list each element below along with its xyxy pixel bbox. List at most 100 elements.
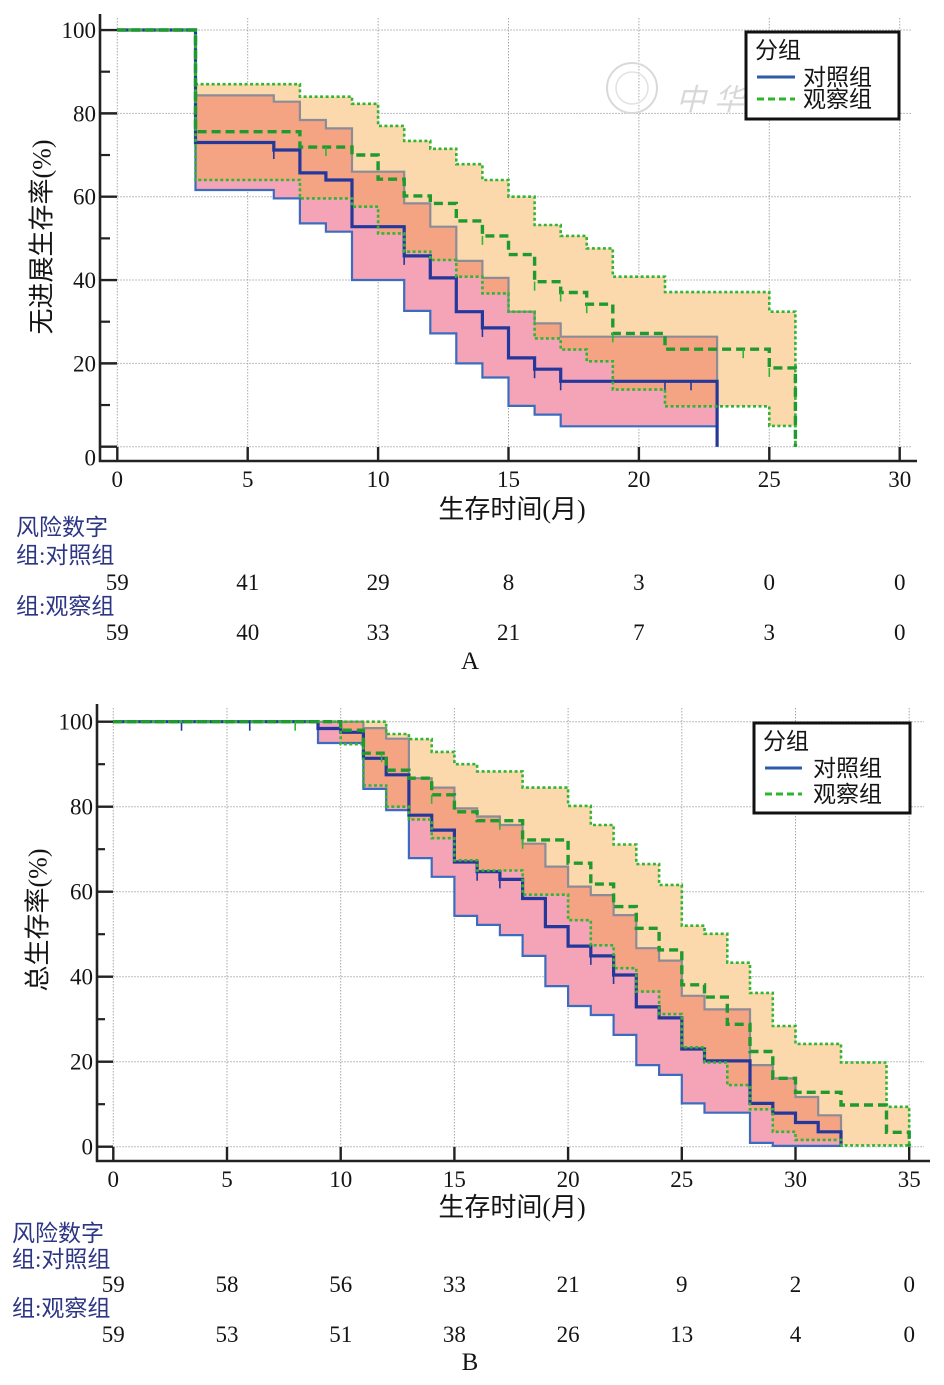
axes xyxy=(95,704,930,1163)
risk-counts: 59 58 56 33 21 9 2 0 59 53 51 38 26 13 4 0 xyxy=(102,1272,915,1347)
x-tick-label: 30 xyxy=(888,467,911,492)
risk-row-label-observation: 组:观察组 xyxy=(12,1296,110,1321)
risk-count: 59 xyxy=(106,620,129,645)
observation-lower-ci-line xyxy=(117,28,797,447)
risk-count: 59 xyxy=(102,1322,125,1347)
risk-row-label-observation: 组:观察组 xyxy=(16,594,114,619)
risk-count: 33 xyxy=(367,620,390,645)
risk-counts: 59 41 29 8 3 0 0 59 40 33 21 7 3 0 xyxy=(106,570,906,645)
y-tick-label: 100 xyxy=(62,18,97,43)
x-tick-label: 30 xyxy=(784,1167,807,1192)
risk-count: 21 xyxy=(497,620,520,645)
risk-count: 9 xyxy=(676,1272,688,1297)
survival-lines xyxy=(117,28,798,447)
legend-entry-observation: 观察组 xyxy=(813,782,882,807)
risk-count: 41 xyxy=(236,570,259,595)
risk-count: 33 xyxy=(443,1272,466,1297)
risk-count: 3 xyxy=(764,620,776,645)
survival-lines xyxy=(113,720,911,1148)
y-tick-label: 40 xyxy=(70,965,93,990)
risk-count: 0 xyxy=(894,570,906,595)
legend-entry-control: 对照组 xyxy=(813,756,882,781)
risk-count: 2 xyxy=(790,1272,802,1297)
observation-lower-ci-line xyxy=(113,720,911,1147)
risk-count: 59 xyxy=(106,570,129,595)
risk-count: 21 xyxy=(557,1272,580,1297)
y-tick-label: 20 xyxy=(73,351,96,376)
axes xyxy=(98,14,917,463)
risk-count: 58 xyxy=(216,1272,239,1297)
legend-entry-control: 对照组 xyxy=(803,65,872,90)
y-tick-label: 0 xyxy=(82,1135,94,1160)
y-tick-label: 60 xyxy=(70,880,93,905)
x-tick-label: 25 xyxy=(670,1167,693,1192)
risk-row-label-control: 组:对照组 xyxy=(16,543,114,568)
x-tick-label: 10 xyxy=(367,467,390,492)
risk-count: 26 xyxy=(557,1322,580,1347)
risk-count: 29 xyxy=(367,570,390,595)
risk-table: 风险数字 组:对照组 组:观察组 59 58 56 33 21 9 2 0 59 53 51 38 26… xyxy=(12,1221,915,1347)
x-tick-label: 0 xyxy=(112,467,124,492)
risk-table-title: 风险数字 xyxy=(12,1221,104,1246)
y-tick-label: 60 xyxy=(73,185,96,210)
x-tick-label: 20 xyxy=(627,467,650,492)
x-tick-label: 35 xyxy=(898,1167,921,1192)
y-tick-label: 20 xyxy=(70,1050,93,1075)
x-tick-label: 25 xyxy=(758,467,781,492)
risk-count: 13 xyxy=(670,1322,693,1347)
control-survival-line xyxy=(113,720,843,1147)
risk-count: 0 xyxy=(894,620,906,645)
risk-count: 56 xyxy=(329,1272,352,1297)
risk-count: 59 xyxy=(102,1272,125,1297)
legend: 分组 对照组 观察组 xyxy=(752,721,912,815)
risk-count: 0 xyxy=(903,1322,915,1347)
risk-count: 8 xyxy=(503,570,515,595)
risk-count: 38 xyxy=(443,1322,466,1347)
y-axis-title: 总生存率(%) xyxy=(24,849,53,992)
watermark-seal-icon xyxy=(606,62,658,114)
x-tick-label: 5 xyxy=(242,467,254,492)
risk-count: 7 xyxy=(633,620,645,645)
ci-overlap-band xyxy=(117,30,718,447)
control-survival-line xyxy=(117,28,719,447)
legend: 分组 对照组 观察组 xyxy=(744,30,901,121)
tick-labels: 0 20 40 60 80 100 0 5 10 15 20 25 30 xyxy=(62,18,912,492)
risk-count: 40 xyxy=(236,620,259,645)
legend-title: 分组 xyxy=(763,729,809,754)
x-axis-title: 生存时间(月) xyxy=(438,495,585,524)
risk-count: 53 xyxy=(216,1322,239,1347)
risk-count: 51 xyxy=(329,1322,352,1347)
risk-row-label-control: 组:对照组 xyxy=(12,1247,110,1272)
panel-label: B xyxy=(462,1349,479,1376)
control-lower-ci-line xyxy=(117,28,719,447)
watermark-seal-inner xyxy=(615,71,649,105)
legend-title: 分组 xyxy=(755,38,801,63)
risk-count: 0 xyxy=(764,570,776,595)
x-tick-label: 0 xyxy=(108,1167,120,1192)
observation-upper-ci-line xyxy=(117,28,797,447)
x-tick-label: 15 xyxy=(443,1167,466,1192)
risk-table-title: 风险数字 xyxy=(16,515,108,540)
x-tick-label: 10 xyxy=(329,1167,352,1192)
x-tick-label: 5 xyxy=(221,1167,233,1192)
risk-count: 4 xyxy=(790,1322,802,1347)
confidence-bands xyxy=(113,721,910,1147)
y-tick-label: 80 xyxy=(70,795,93,820)
tick-labels: 0 20 40 60 80 100 0 5 10 15 20 25 30 35 xyxy=(59,710,921,1192)
control-lower-ci-line xyxy=(113,720,843,1148)
risk-count: 3 xyxy=(633,570,645,595)
y-tick-label: 40 xyxy=(73,268,96,293)
x-axis-title: 生存时间(月) xyxy=(438,1193,585,1222)
y-tick-label: 80 xyxy=(73,101,96,126)
x-tick-label: 20 xyxy=(557,1167,580,1192)
y-axis-title: 无进展生存率(%) xyxy=(28,140,57,335)
observation-survival-line xyxy=(117,28,798,447)
risk-count: 0 xyxy=(903,1272,915,1297)
risk-table: 风险数字 组:对照组 组:观察组 59 41 29 8 3 0 0 59 40 33 21 7 3 0 xyxy=(16,515,905,645)
panel-label: A xyxy=(461,648,479,675)
y-tick-label: 0 xyxy=(85,446,97,471)
y-tick-label: 100 xyxy=(59,710,94,735)
